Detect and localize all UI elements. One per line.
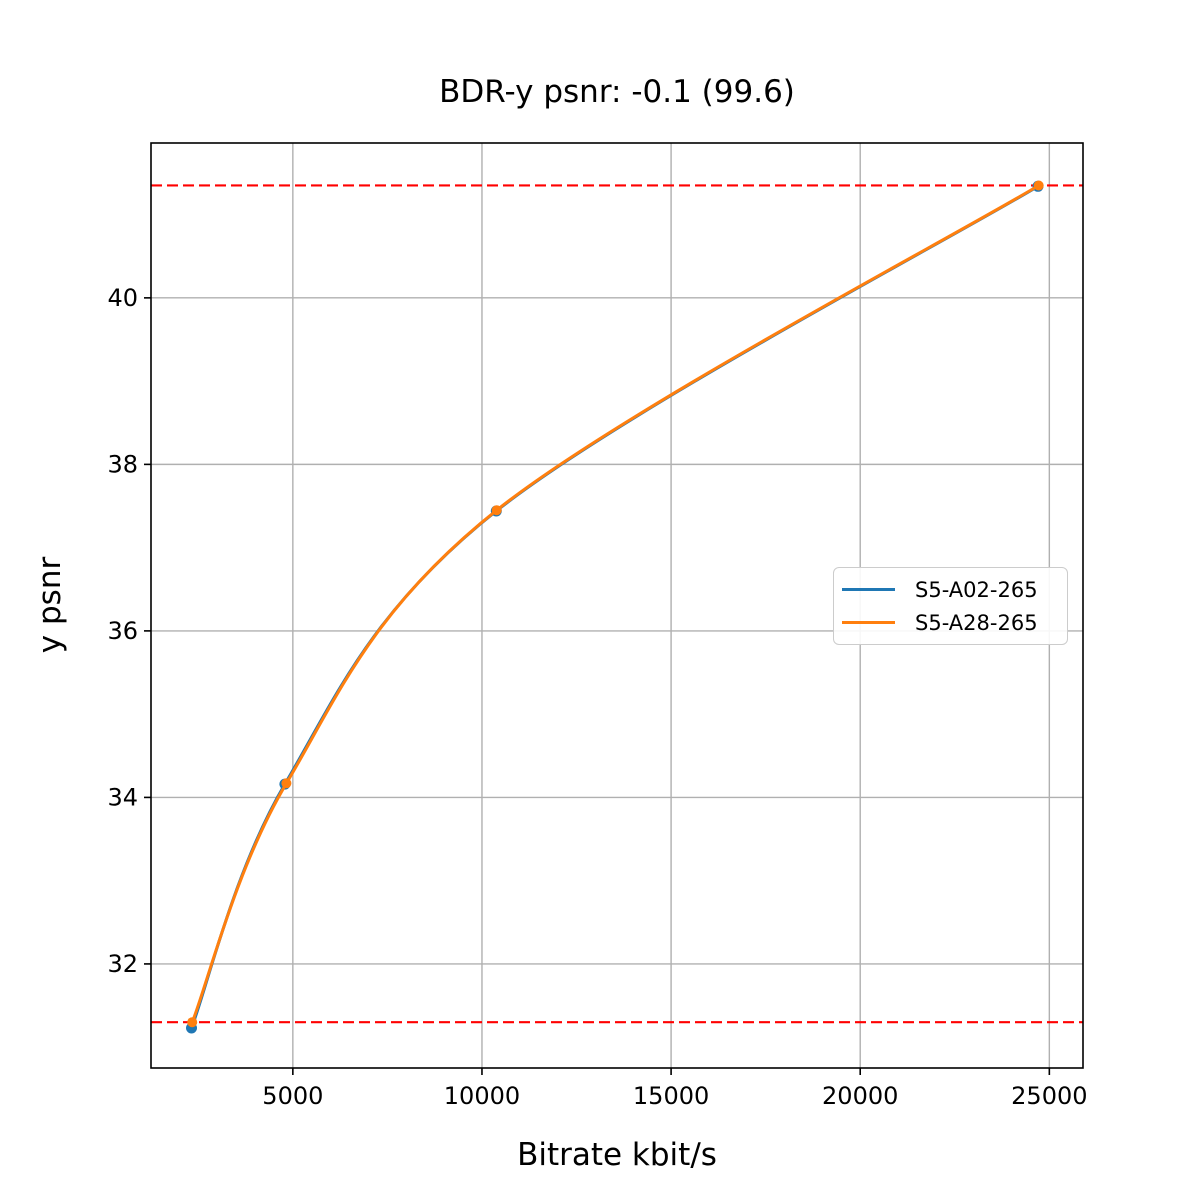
- x-axis-label: Bitrate kbit/s: [517, 1137, 717, 1173]
- series-line-S5-A28-265: [190, 184, 1041, 1024]
- data-point-marker-S5-A28-265[interactable]: [1033, 180, 1044, 191]
- x-tick-label: 15000: [633, 1082, 709, 1110]
- chart-title: BDR-y psnr: -0.1 (99.6): [439, 74, 795, 110]
- legend-item: S5-A02-265: [834, 573, 1067, 606]
- x-tick-label: 10000: [444, 1082, 520, 1110]
- y-tick-label: 32: [107, 950, 138, 978]
- axes-spines: [150, 142, 1084, 1069]
- legend-item: S5-A28-265: [834, 606, 1067, 639]
- legend-label: S5-A02-265: [915, 577, 1038, 602]
- legend-label: S5-A28-265: [915, 610, 1038, 635]
- legend-line-swatch-blue: [842, 588, 895, 591]
- y-tick-label: 38: [107, 450, 138, 478]
- y-tick-label: 40: [107, 284, 138, 312]
- legend[interactable]: S5-A02-265 S5-A28-265: [833, 567, 1068, 645]
- x-tick-label: 20000: [822, 1082, 898, 1110]
- x-tick-label: 25000: [1011, 1082, 1087, 1110]
- legend-line-swatch-orange: [842, 621, 895, 624]
- data-point-marker-S5-A28-265[interactable]: [491, 505, 502, 516]
- data-point-marker-S5-A28-265[interactable]: [281, 778, 292, 789]
- y-tick-label: 36: [107, 617, 138, 645]
- y-tick-label: 34: [107, 783, 138, 811]
- data-point-marker-S5-A28-265[interactable]: [187, 1017, 198, 1028]
- x-tick-label: 5000: [262, 1082, 323, 1110]
